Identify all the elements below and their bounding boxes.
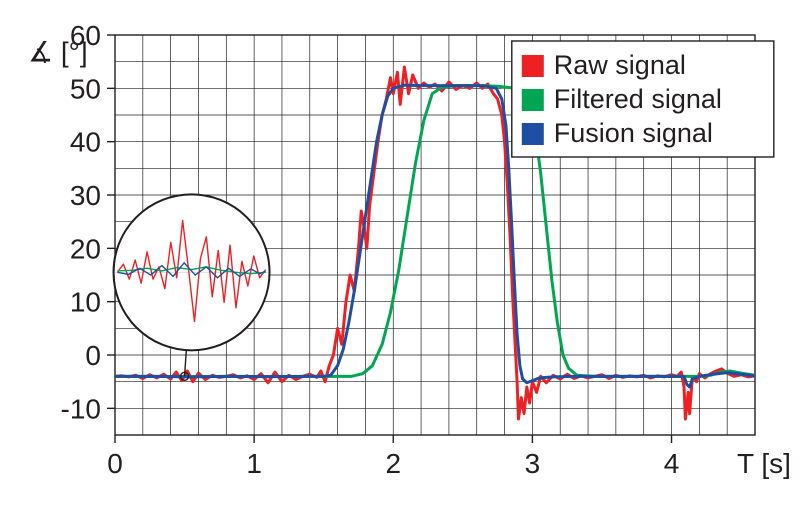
svg-text:2: 2 (385, 448, 401, 479)
svg-text:3: 3 (525, 448, 541, 479)
svg-text:20: 20 (70, 233, 101, 264)
svg-text:-10: -10 (61, 393, 101, 424)
svg-text:Filtered signal: Filtered signal (554, 84, 722, 114)
svg-text:0: 0 (85, 340, 101, 371)
svg-text:1: 1 (246, 448, 262, 479)
svg-text:Fusion signal: Fusion signal (554, 118, 713, 148)
svg-text:Raw signal: Raw signal (554, 50, 686, 80)
y-axis-label: ∡ [°] (28, 37, 88, 68)
legend: Raw signal Filtered signal Fusion signal (512, 41, 774, 157)
svg-text:0: 0 (107, 448, 123, 479)
svg-text:40: 40 (70, 127, 101, 158)
svg-text:10: 10 (70, 287, 101, 318)
x-axis-label: T [s] (737, 448, 791, 479)
svg-text:50: 50 (70, 73, 101, 104)
signal-chart: 01234-100102030405060T [s]∡ [°]Raw signa… (0, 0, 810, 510)
svg-text:4: 4 (664, 448, 680, 479)
svg-text:30: 30 (70, 180, 101, 211)
